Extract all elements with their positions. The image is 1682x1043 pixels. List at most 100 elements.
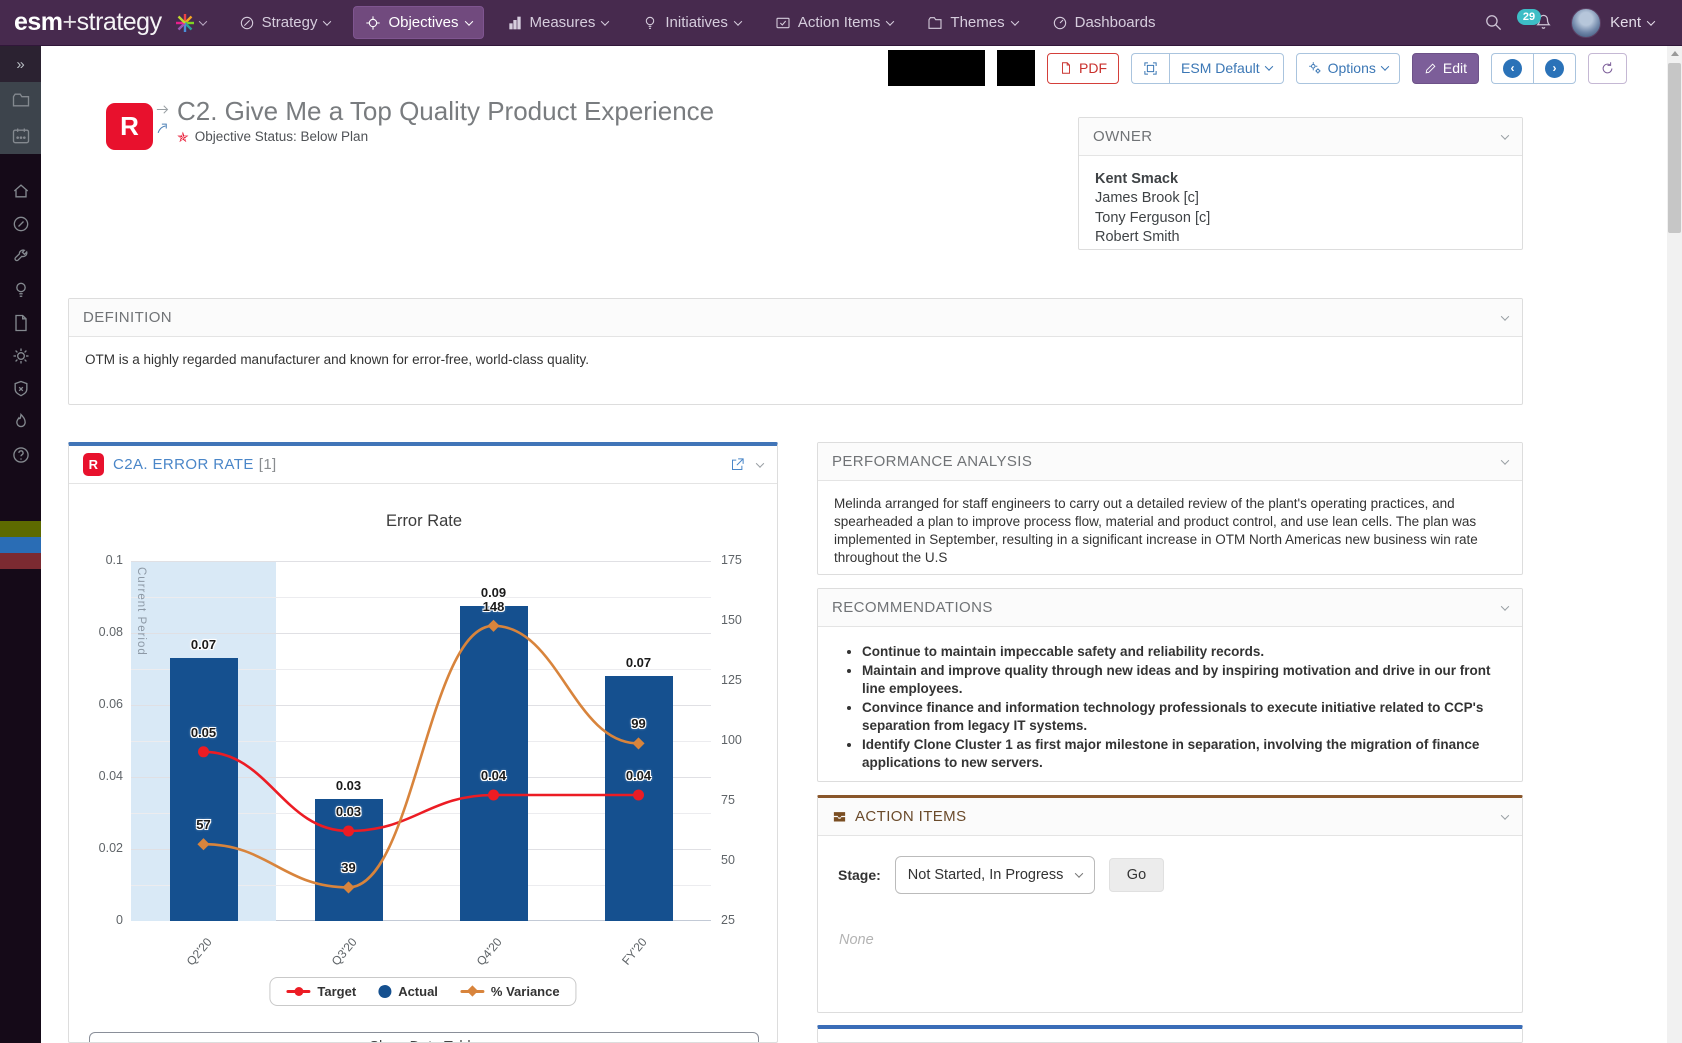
chart-lines: [197, 619, 645, 894]
stage-select[interactable]: Not Started, In Progress: [894, 856, 1095, 894]
current-period-label: Current Period: [135, 567, 147, 656]
target-line: [203, 750, 639, 833]
legend-marker-line: [459, 985, 484, 997]
data-point-marker[interactable]: [633, 789, 644, 801]
main-content: PDF ESM Default Options Edit ‹ ›: [41, 46, 1667, 1043]
action-items-card-header[interactable]: ACTION ITEMS: [818, 798, 1522, 836]
owner-card-title: OWNER: [1093, 128, 1153, 145]
search-icon[interactable]: [1484, 13, 1503, 32]
logo-caret-icon[interactable]: [198, 16, 207, 26]
show-data-table-button[interactable]: Show Data Table: [89, 1032, 759, 1042]
data-point-marker[interactable]: [487, 619, 500, 632]
legend-marker-line: [286, 987, 311, 996]
nav-strategy[interactable]: Strategy: [228, 7, 342, 38]
go-button[interactable]: Go: [1108, 858, 1165, 892]
chevron-down-icon[interactable]: [1500, 311, 1510, 321]
right-axis-tick: 25: [721, 913, 735, 927]
chevron-down-icon[interactable]: [1500, 810, 1510, 820]
scrollbar-thumb[interactable]: [1668, 63, 1681, 233]
left-sidebar: »: [0, 46, 41, 1043]
measure-title-link[interactable]: C2A. ERROR RATE: [113, 456, 254, 473]
chevron-down-icon[interactable]: [1500, 130, 1510, 140]
chevron-down-icon[interactable]: [755, 458, 765, 468]
sidebar-item-strategy[interactable]: [0, 207, 41, 240]
promote-arrow-icon[interactable]: [155, 121, 170, 136]
bar[interactable]: [459, 606, 528, 921]
point-value-label: 0.03: [335, 804, 362, 819]
starburst-icon[interactable]: [174, 12, 196, 34]
measures-card-partial: MEASURES: [817, 1025, 1523, 1043]
sidebar-item-initiatives[interactable]: [0, 273, 41, 306]
theme-stripe-blue: [0, 537, 41, 553]
data-point-marker[interactable]: [488, 789, 499, 801]
user-avatar[interactable]: [1571, 7, 1602, 38]
left-axis-tick: 0.08: [98, 625, 123, 639]
next-button[interactable]: ›: [1533, 52, 1576, 84]
notification-badge[interactable]: 29: [1516, 8, 1542, 25]
user-menu[interactable]: Kent: [1610, 14, 1656, 31]
chevron-down-icon[interactable]: [1500, 455, 1510, 465]
legend-item[interactable]: Actual: [378, 984, 438, 999]
caret-icon: [1010, 16, 1019, 26]
logo-esm: esm: [14, 8, 63, 36]
data-point-marker[interactable]: [342, 881, 355, 894]
nav-label: Strategy: [261, 14, 318, 31]
nav-objectives[interactable]: Objectives: [353, 6, 484, 39]
nav-initiatives[interactable]: Initiatives: [631, 7, 752, 38]
redacted-box: [888, 50, 986, 86]
point-value-label: 39: [341, 860, 356, 876]
external-link-icon[interactable]: [730, 457, 745, 472]
nav-themes[interactable]: Themes: [916, 7, 1028, 38]
nav-measures[interactable]: Measures: [496, 7, 620, 38]
nav-dashboards[interactable]: Dashboards: [1041, 7, 1167, 38]
point-value-label: 0.04: [480, 768, 507, 783]
nav-action-items[interactable]: Action Items: [764, 7, 905, 38]
data-point-marker[interactable]: [198, 746, 209, 758]
measures-card-header[interactable]: MEASURES: [818, 1029, 1522, 1042]
sidebar-item-security[interactable]: [0, 372, 41, 405]
gridline: [131, 885, 711, 886]
view-select-button[interactable]: ESM Default: [1169, 52, 1284, 84]
sidebar-item-help[interactable]: [0, 438, 41, 471]
vertical-scrollbar[interactable]: [1667, 46, 1682, 1043]
sidebar-item-settings[interactable]: [0, 339, 41, 372]
crosshair-icon: ✯: [177, 128, 189, 145]
bar-value-label: 0.07: [625, 655, 652, 671]
prev-button[interactable]: ‹: [1491, 52, 1533, 84]
sidebar-item-documents[interactable]: [0, 306, 41, 339]
owner-card-header[interactable]: OWNER: [1079, 118, 1522, 156]
sidebar-item-calendar[interactable]: [0, 118, 41, 154]
sidebar-item-hot[interactable]: [0, 405, 41, 438]
sidebar-expand-button[interactable]: »: [0, 46, 41, 82]
data-point-marker[interactable]: [632, 737, 645, 750]
left-axis-tick: 0.02: [98, 841, 123, 855]
scroll-up-arrow[interactable]: [1667, 46, 1682, 61]
pdf-button[interactable]: PDF: [1047, 52, 1120, 84]
strategy-map-button[interactable]: [1131, 52, 1170, 84]
legend-label: % Variance: [490, 984, 560, 999]
file-icon: [14, 314, 27, 331]
gauge-icon: [1053, 16, 1066, 29]
recommendations-card-header[interactable]: RECOMMENDATIONS: [818, 589, 1522, 627]
data-point-marker[interactable]: [197, 838, 210, 851]
performance-card-header[interactable]: PERFORMANCE ANALYSIS: [818, 443, 1522, 481]
legend-item[interactable]: % Variance: [459, 984, 560, 999]
sidebar-item-home[interactable]: [0, 174, 41, 207]
data-point-marker[interactable]: [343, 825, 354, 837]
definition-card-header[interactable]: DEFINITION: [69, 299, 1522, 337]
right-axis-tick: 50: [721, 853, 735, 867]
bar[interactable]: [314, 798, 383, 921]
refresh-button[interactable]: [1588, 52, 1627, 84]
options-button[interactable]: Options: [1295, 52, 1400, 84]
edit-label: Edit: [1442, 60, 1467, 76]
sidebar-item-tools[interactable]: [0, 240, 41, 273]
legend-label: Target: [317, 984, 357, 999]
legend-item[interactable]: Target: [286, 984, 356, 999]
edit-button[interactable]: Edit: [1411, 52, 1479, 84]
app-logo[interactable]: esm + strategy: [14, 8, 162, 37]
sidebar-item-files[interactable]: [0, 82, 41, 118]
shield-x-icon: [14, 380, 27, 396]
bar[interactable]: [169, 658, 238, 921]
arrow-right-icon[interactable]: [155, 102, 170, 117]
chevron-down-icon[interactable]: [1500, 601, 1510, 611]
